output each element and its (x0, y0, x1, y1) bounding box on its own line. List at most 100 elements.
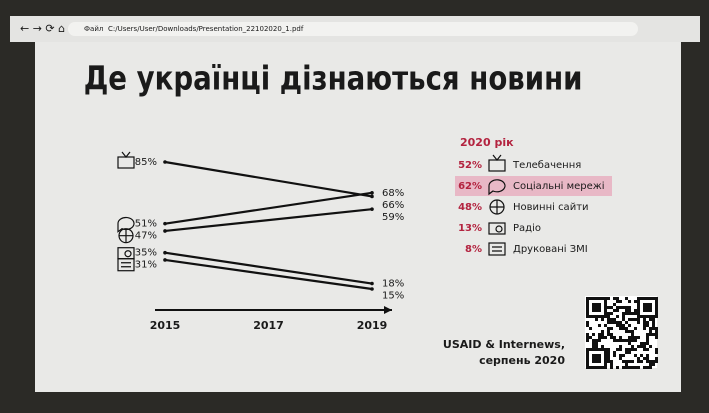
point (370, 207, 374, 211)
qr-cell (646, 321, 649, 324)
point (163, 258, 167, 262)
qr-cell (607, 354, 610, 357)
qr-cell (598, 348, 601, 351)
qr-cell (592, 360, 595, 363)
qr-cell (646, 333, 649, 336)
qr-cell (592, 366, 595, 369)
qr-cell (589, 327, 592, 330)
qr-cell (607, 330, 610, 333)
qr-cell (604, 354, 607, 357)
qr-cell (637, 309, 640, 312)
qr-cell (646, 306, 649, 309)
qr-cell (646, 297, 649, 300)
qr-cell (646, 354, 649, 357)
qr-cell (652, 324, 655, 327)
qr-cell (652, 360, 655, 363)
qr-cell (607, 315, 610, 318)
qr-cell (640, 354, 643, 357)
qr-code[interactable] (585, 296, 658, 369)
qr-cell (655, 348, 658, 351)
qr-cell (625, 297, 628, 300)
x-tick-label: 2019 (357, 319, 388, 332)
icon (492, 246, 502, 252)
qr-cell (595, 357, 598, 360)
qr-cell (616, 300, 619, 303)
qr-cell (640, 360, 643, 363)
qr-cell (628, 318, 631, 321)
qr-cell (631, 366, 634, 369)
qr-cell (637, 318, 640, 321)
qr-cell (601, 348, 604, 351)
qr-cell (604, 300, 607, 303)
qr-cell (586, 303, 589, 306)
qr-cell (598, 357, 601, 360)
qr-cell (631, 348, 634, 351)
qr-cell (637, 366, 640, 369)
qr-cell (628, 339, 631, 342)
x-tick-label: 2017 (253, 319, 284, 332)
qr-cell (595, 366, 598, 369)
source-date: серпень 2020 (479, 354, 565, 367)
qr-cell (625, 312, 628, 315)
qr-cell (592, 297, 595, 300)
qr-cell (631, 312, 634, 315)
qr-cell (628, 312, 631, 315)
qr-cell (634, 348, 637, 351)
qr-cell (610, 336, 613, 339)
qr-cell (616, 297, 619, 300)
qr-cell (655, 336, 658, 339)
icon (488, 222, 506, 235)
qr-cell (607, 357, 610, 360)
qr-cell (628, 336, 631, 339)
qr-cell (595, 315, 598, 318)
qr-cell (622, 339, 625, 342)
qr-cell (586, 351, 589, 354)
address-bar[interactable] (68, 22, 638, 36)
qr-cell (616, 321, 619, 324)
qr-cell (586, 309, 589, 312)
qr-cell (604, 309, 607, 312)
icon (492, 154, 502, 161)
qr-cell (646, 324, 649, 327)
arrow-head (384, 306, 392, 314)
qr-cell (649, 333, 652, 336)
qr-cell (652, 297, 655, 300)
qr-cell (604, 366, 607, 369)
qr-cell (595, 303, 598, 306)
qr-cell (592, 333, 595, 336)
qr-cell (640, 342, 643, 345)
point (163, 229, 167, 233)
series-line (164, 258, 373, 291)
qr-cell (628, 351, 631, 354)
qr-cell (586, 339, 589, 342)
qr-cell (607, 312, 610, 315)
qr-cell (610, 321, 613, 324)
panel-label: Друковані ЗМІ (513, 243, 588, 255)
qr-cell (631, 360, 634, 363)
value-label: 59% (382, 212, 404, 223)
qr-cell (643, 324, 646, 327)
qr-cell (598, 297, 601, 300)
nav-buttons[interactable]: ← → ⟳ ⌂ (20, 22, 65, 35)
qr-cell (646, 339, 649, 342)
qr-cell (631, 345, 634, 348)
qr-cell (637, 303, 640, 306)
qr-cell (607, 297, 610, 300)
qr-cell (646, 360, 649, 363)
qr-cell (643, 318, 646, 321)
qr-cell (586, 321, 589, 324)
qr-cell (610, 306, 613, 309)
qr-cell (592, 348, 595, 351)
source-line: USAID & Internews, (443, 338, 565, 351)
qr-cell (628, 366, 631, 369)
qr-cell (625, 366, 628, 369)
file-path: C:/Users/User/Downloads/Presentation_221… (108, 25, 304, 33)
qr-cell (616, 309, 619, 312)
qr-cell (610, 327, 613, 330)
icon (121, 262, 131, 268)
qr-cell (619, 324, 622, 327)
qr-cell (622, 360, 625, 363)
qr-cell (634, 336, 637, 339)
value-label: 51% (135, 219, 157, 230)
qr-cell (631, 333, 634, 336)
